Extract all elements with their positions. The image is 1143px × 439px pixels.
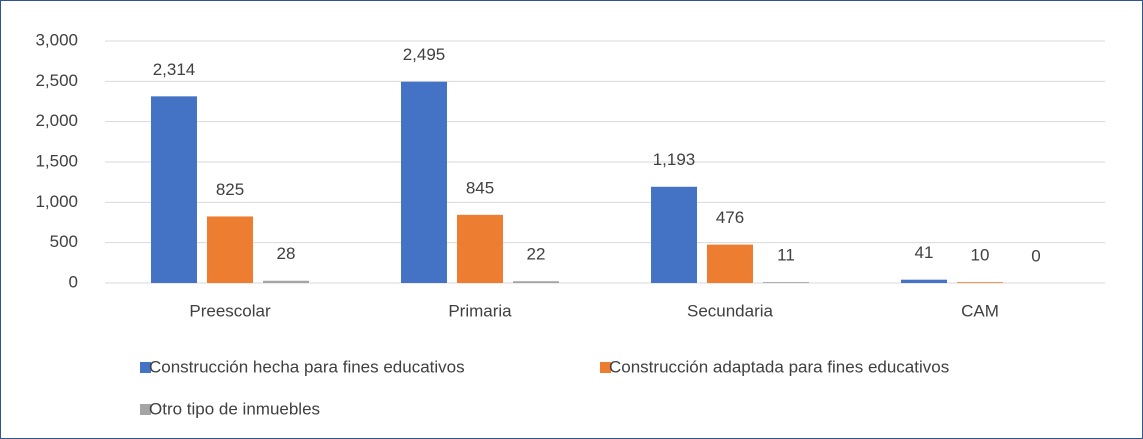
y-tick-label: 0 [69, 272, 78, 291]
y-tick-label: 500 [50, 232, 78, 251]
x-tick-label: CAM [961, 301, 999, 320]
value-label: 41 [915, 243, 934, 262]
y-tick-label: 2,500 [35, 71, 78, 90]
y-tick-label: 2,000 [35, 111, 78, 130]
value-label: 10 [971, 246, 990, 265]
value-label: 1,193 [653, 150, 696, 169]
bar [151, 96, 197, 283]
legend-label: Construcción adaptada para fines educati… [609, 357, 949, 376]
value-label: 2,314 [153, 60, 196, 79]
legend-swatch [140, 362, 151, 373]
x-tick-label: Preescolar [189, 301, 271, 320]
legend-label: Otro tipo de inmuebles [149, 399, 320, 418]
legend-swatch [140, 404, 151, 415]
value-label: 845 [466, 178, 494, 197]
legend-swatch [600, 362, 611, 373]
value-label: 11 [777, 246, 795, 265]
y-tick-label: 1,000 [35, 192, 78, 211]
y-tick-label: 3,000 [35, 30, 78, 49]
value-label: 2,495 [403, 45, 446, 64]
bar [207, 216, 253, 283]
bar [263, 280, 309, 283]
bar [401, 81, 447, 283]
bar [457, 214, 503, 283]
x-tick-label: Primaria [448, 301, 512, 320]
bar [651, 186, 697, 283]
value-label: 476 [716, 208, 744, 227]
legend-label: Construcción hecha para fines educativos [149, 357, 465, 376]
bar [707, 244, 753, 283]
value-label: 22 [527, 245, 546, 264]
y-tick-label: 1,500 [35, 151, 78, 170]
x-tick-label: Secundaria [687, 301, 774, 320]
value-label: 0 [1031, 246, 1040, 265]
bar [763, 282, 809, 283]
value-label: 825 [216, 180, 244, 199]
bar [513, 281, 559, 283]
value-label: 28 [277, 244, 296, 263]
bar [901, 279, 947, 283]
bar [957, 282, 1003, 283]
